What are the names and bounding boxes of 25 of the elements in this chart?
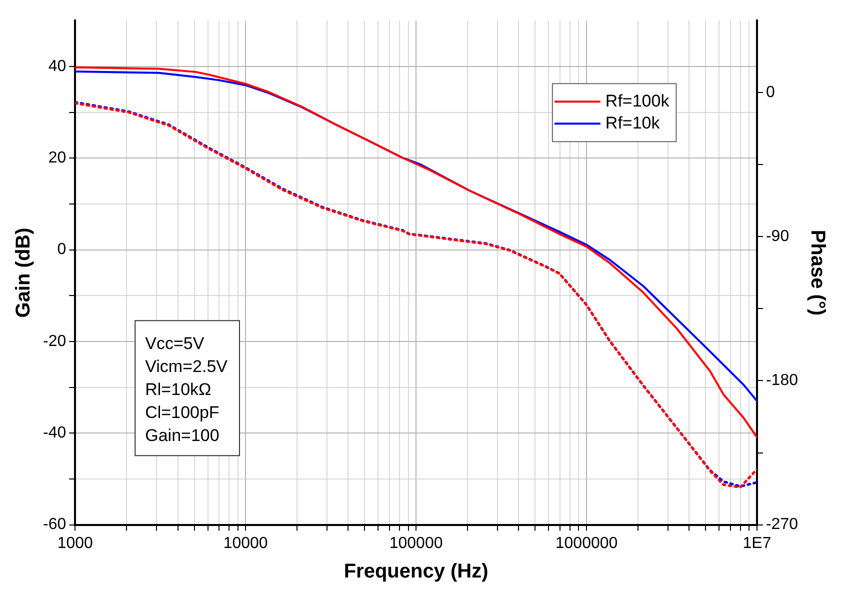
legend-label: Rf=100k (605, 91, 670, 110)
y-tick-label: 40 (48, 58, 66, 75)
x-tick-label: 1000 (57, 534, 94, 552)
x-tick-label: 100000 (389, 534, 443, 552)
x-tick-label: 1E7 (742, 534, 772, 552)
y2-axis-title: Phase (°) (806, 230, 828, 316)
y-tick-label: -40 (43, 424, 66, 442)
x-tick-label: 1000000 (555, 534, 618, 552)
y-axis-title: Gain (dB) (12, 228, 35, 318)
y2-tick-label: 0 (766, 84, 775, 102)
y2-tick-label: -270 (766, 516, 798, 534)
annotation: Gain=100 (145, 426, 220, 445)
y-tick-label: -20 (43, 332, 66, 350)
y2-tick-label: -180 (766, 372, 798, 390)
x-tick-label: 10000 (223, 534, 268, 552)
y2-tick-label: -90 (766, 228, 790, 246)
legend-label: Rf=10k (605, 113, 660, 132)
x-axis-title: Frequency (Hz) (344, 560, 488, 583)
annotation: Rl=10kΩ (145, 380, 212, 399)
annotation: Cl=100pF (145, 402, 220, 422)
annotation: Vicm=2.5V (145, 356, 228, 376)
y-tick-label: 20 (48, 150, 66, 167)
y-tick-label: -60 (43, 516, 66, 534)
y-tick-label: 0 (57, 241, 66, 258)
annotation: Vcc=5V (145, 334, 205, 353)
